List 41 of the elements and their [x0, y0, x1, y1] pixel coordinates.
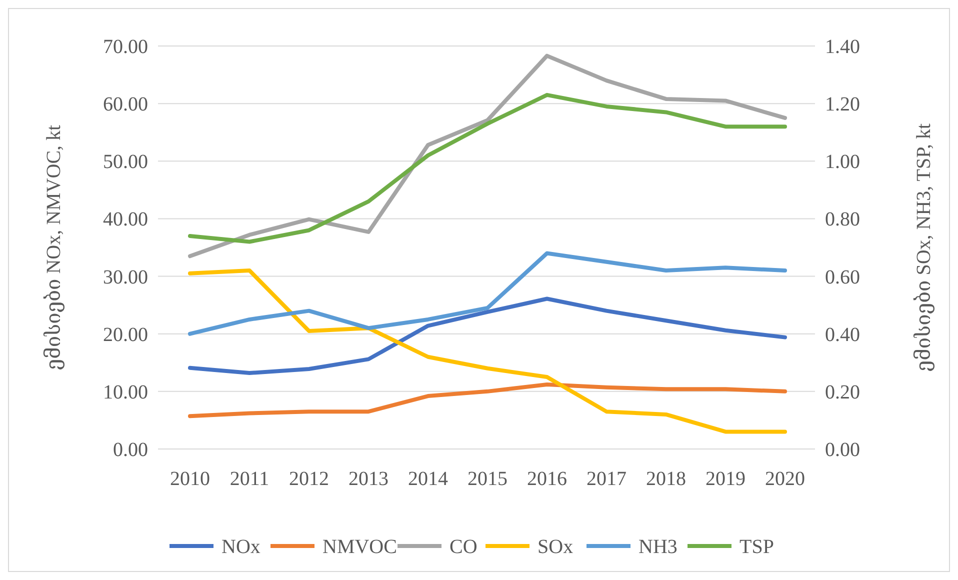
- line-series: [188, 268, 787, 434]
- x-tick-label: 2016: [527, 468, 567, 490]
- x-tick-label: 2010: [170, 468, 210, 490]
- y2-tick-label: 0.40: [825, 324, 860, 346]
- x-tick-label: 2013: [348, 468, 388, 490]
- legend-label: TSP: [740, 536, 774, 558]
- legend-label: CO: [450, 536, 478, 558]
- legend-label: NH3: [638, 536, 678, 558]
- y-tick-label: 30.00: [103, 266, 148, 288]
- x-tick-label: 2020: [765, 468, 805, 490]
- x-tick-label: 2015: [468, 468, 508, 490]
- x-tick-label: 2019: [706, 468, 746, 490]
- y-tick-label: 40.00: [103, 208, 148, 231]
- x-tick-label: 2011: [230, 468, 270, 490]
- y2-tick-label: 1.40: [825, 36, 860, 58]
- x-tick-label: 2017: [586, 468, 626, 490]
- y-tick-label: 60.00: [103, 94, 148, 116]
- y2-tick-label: 1.00: [825, 151, 860, 174]
- y-tick-label: 10.00: [103, 381, 148, 404]
- y-axis-title: ემისიები NOx, NMVOC, kt: [43, 124, 65, 370]
- line-series: [188, 251, 787, 336]
- x-tick-label: 2012: [289, 468, 329, 490]
- legend-label: SOx: [538, 536, 574, 558]
- y2-tick-label: 0.80: [825, 208, 860, 231]
- y2-tick-label: 1.20: [825, 94, 860, 116]
- x-tick-label: 2014: [408, 468, 448, 490]
- line-series: [188, 92, 787, 244]
- y2-tick-label: 0.00: [825, 439, 860, 461]
- legend-label: NOx: [222, 536, 260, 558]
- x-tick-label: 2018: [646, 468, 686, 490]
- line-series: [188, 296, 787, 376]
- y-tick-label: 0.00: [113, 439, 148, 461]
- line-series: [188, 54, 787, 258]
- y2-tick-label: 0.60: [825, 266, 860, 288]
- y-tick-label: 50.00: [103, 151, 148, 174]
- y-tick-label: 20.00: [103, 324, 148, 346]
- legend-label: NMVOC: [322, 536, 397, 558]
- y2-axis-title: ემისიები SOx, NH3, TSP, kt: [913, 122, 935, 372]
- y-tick-label: 70.00: [103, 36, 148, 58]
- line-series: [188, 382, 787, 418]
- y2-tick-label: 0.20: [825, 381, 860, 404]
